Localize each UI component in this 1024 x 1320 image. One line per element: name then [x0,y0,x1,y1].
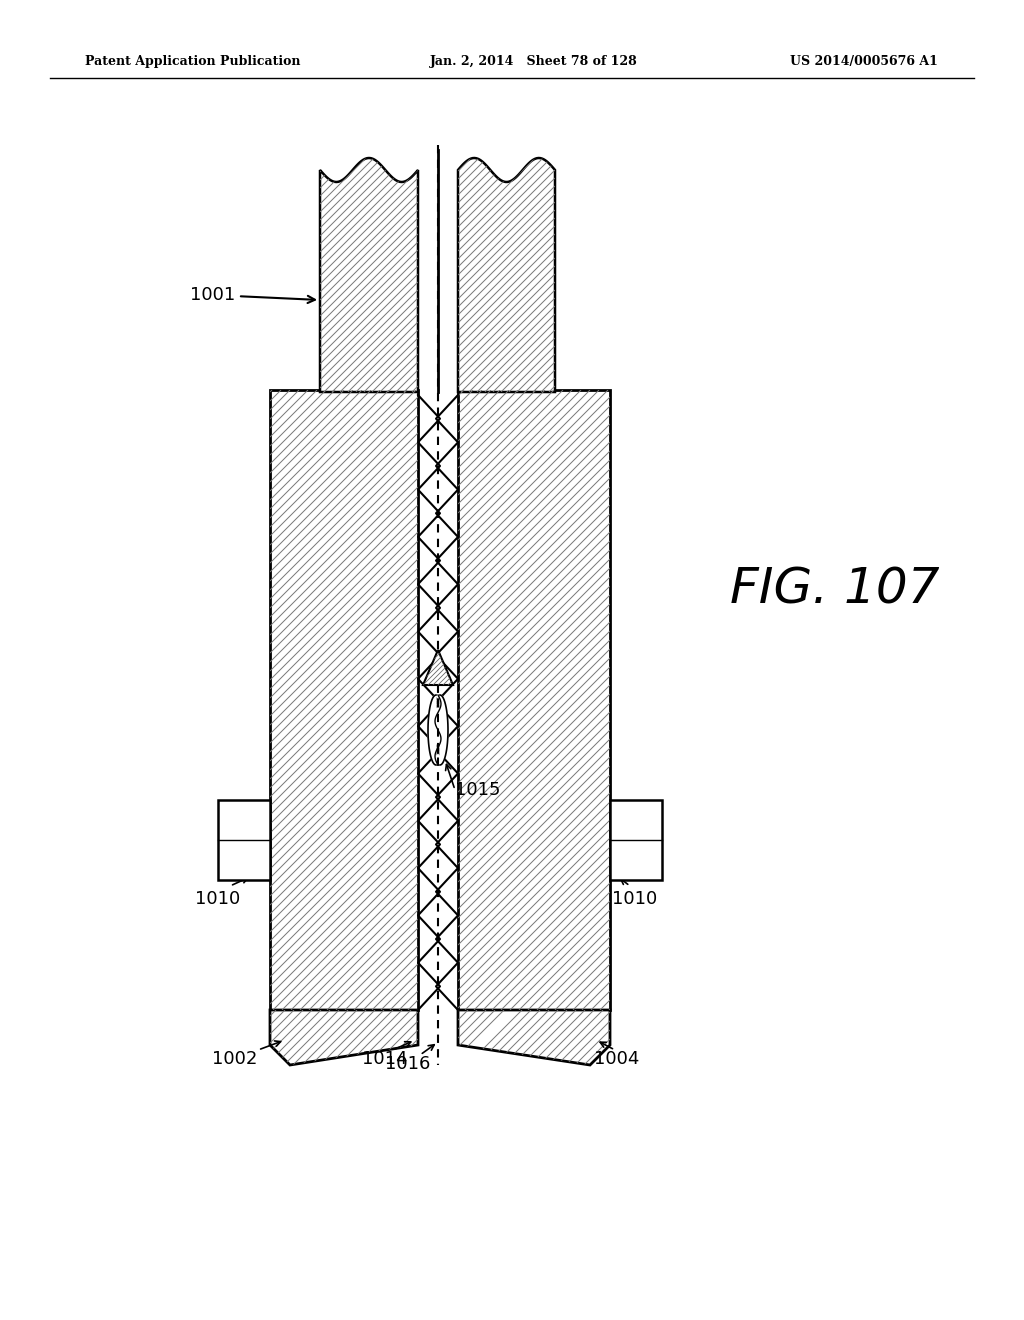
PathPatch shape [319,158,418,392]
Text: 1014: 1014 [362,1049,408,1068]
Polygon shape [218,800,270,880]
PathPatch shape [270,389,418,1010]
Polygon shape [423,649,453,685]
Text: US 2014/0005676 A1: US 2014/0005676 A1 [790,55,938,69]
Polygon shape [440,696,447,766]
PathPatch shape [270,1010,418,1065]
Text: Jan. 2, 2014   Sheet 78 of 128: Jan. 2, 2014 Sheet 78 of 128 [430,55,638,69]
Text: 1010: 1010 [196,890,241,908]
Text: 1001: 1001 [190,286,315,304]
PathPatch shape [458,1010,610,1065]
Polygon shape [428,696,436,766]
PathPatch shape [458,158,555,392]
Text: Patent Application Publication: Patent Application Publication [85,55,300,69]
Text: 1016: 1016 [385,1055,431,1073]
Text: FIG. 107: FIG. 107 [730,566,940,614]
Text: 1015: 1015 [455,781,501,799]
Text: 1004: 1004 [594,1049,640,1068]
Text: 1002: 1002 [212,1049,258,1068]
Polygon shape [610,800,662,880]
Text: 1010: 1010 [612,890,657,908]
PathPatch shape [458,389,610,1010]
